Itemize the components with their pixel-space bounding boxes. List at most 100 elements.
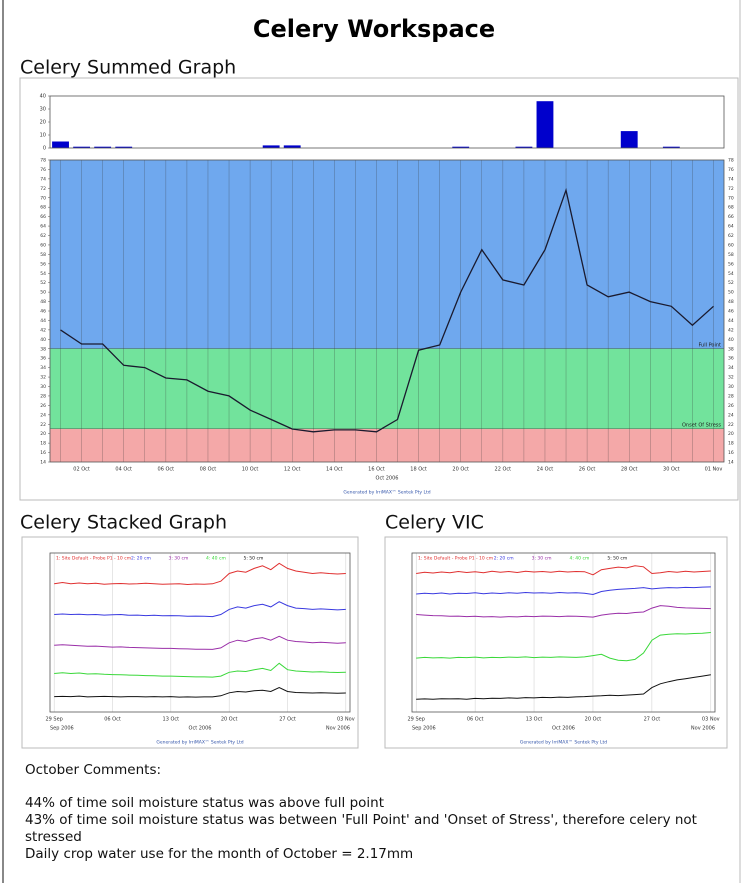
y-tick-label: 42 <box>40 327 46 333</box>
y-tick-label: 22 <box>728 422 734 428</box>
y-tick-label: 34 <box>40 365 46 371</box>
data-line <box>416 586 711 596</box>
chart-title: Celery VIC <box>385 512 484 534</box>
legend-entry: 4: 40 cm <box>206 556 226 562</box>
y-tick-label: 78 <box>728 158 734 164</box>
bar <box>52 141 69 148</box>
bar <box>536 101 554 148</box>
y-tick-label: 16 <box>40 450 46 456</box>
y-tick-label: 32 <box>40 375 46 381</box>
x-period-label: Oct 2006 <box>189 726 212 732</box>
x-tick-label: 27 Oct <box>644 717 661 723</box>
y-tick-label: 10 <box>40 133 46 139</box>
y-tick-label: 38 <box>728 346 734 352</box>
y-tick-label: 64 <box>728 224 734 230</box>
y-tick-label: 62 <box>40 233 46 239</box>
y-tick-label: 0 <box>43 146 46 152</box>
x-tick-label: 18 Oct <box>410 467 427 473</box>
x-tick-label: 22 Oct <box>495 467 512 473</box>
y-tick-label: 28 <box>728 393 734 399</box>
y-tick-label: 52 <box>728 280 734 286</box>
y-tick-label: 76 <box>728 167 734 173</box>
y-tick-label: 50 <box>40 290 46 296</box>
x-tick-label: 29 Sep <box>408 717 425 723</box>
x-tick-label: 04 Oct <box>115 467 132 473</box>
data-line <box>416 632 711 662</box>
x-tick-label: 20 Oct <box>585 717 602 723</box>
y-tick-label: 14 <box>40 460 46 466</box>
y-tick-label: 16 <box>728 450 734 456</box>
plot-area <box>411 552 716 713</box>
x-tick-label: 29 Sep <box>45 717 62 723</box>
data-line <box>54 562 346 586</box>
y-tick-label: 56 <box>40 261 46 267</box>
plot-area <box>49 159 725 463</box>
x-tick-label: 13 Oct <box>526 717 543 723</box>
x-tick-label: 06 Oct <box>158 467 175 473</box>
x-tick-label: 01 Nov <box>705 467 723 473</box>
y-tick-label: 52 <box>40 280 46 286</box>
data-line <box>60 187 714 433</box>
legend-entry: 5: 50 cm <box>244 556 264 562</box>
y-tick-label: 68 <box>728 205 734 211</box>
zone <box>50 160 724 349</box>
y-tick-label: 70 <box>40 195 46 201</box>
zone <box>50 348 724 429</box>
x-period-label: Sep 2006 <box>50 726 74 732</box>
y-tick-label: 40 <box>40 337 46 343</box>
y-tick-label: 66 <box>40 214 46 220</box>
x-tick-label: 24 Oct <box>537 467 554 473</box>
y-tick-label: 46 <box>40 309 46 315</box>
y-tick-label: 68 <box>40 205 46 211</box>
bar <box>94 146 112 148</box>
y-tick-label: 20 <box>40 120 46 126</box>
x-tick-label: 02 Oct <box>73 467 90 473</box>
chart-footer: Generated by IrriMAX™ Sentek Pty Ltd <box>520 740 607 746</box>
x-tick-label: 06 Oct <box>104 717 121 723</box>
x-period-label: Sep 2006 <box>412 726 436 732</box>
y-tick-label: 14 <box>728 460 734 466</box>
y-tick-label: 22 <box>40 422 46 428</box>
page-title: Celery Workspace <box>253 15 495 43</box>
y-tick-label: 24 <box>728 412 734 418</box>
plot-area <box>49 95 725 149</box>
x-tick-label: 14 Oct <box>326 467 343 473</box>
bar <box>283 145 301 148</box>
y-tick-label: 28 <box>40 393 46 399</box>
y-tick-label: 32 <box>728 375 734 381</box>
y-tick-label: 72 <box>40 186 46 192</box>
zone-label: Full Point <box>698 342 721 348</box>
data-line <box>54 601 346 618</box>
zone-label: Onset Of Stress <box>682 422 721 428</box>
bar <box>452 146 470 148</box>
comment-line: Daily crop water use for the month of Oc… <box>25 846 414 862</box>
x-tick-label: 20 Oct <box>452 467 469 473</box>
x-period-label: Nov 2006 <box>691 726 715 732</box>
y-tick-label: 30 <box>728 384 734 390</box>
plot-area <box>49 552 351 713</box>
y-tick-label: 64 <box>40 224 46 230</box>
x-tick-label: 06 Oct <box>467 717 484 723</box>
y-tick-label: 44 <box>40 318 46 324</box>
comment-line: 43% of time soil moisture status was bet… <box>25 812 697 845</box>
data-line <box>416 674 711 700</box>
chart-footer: Generated by IrriMAX™ Sentek Pty Ltd <box>156 740 243 746</box>
y-tick-label: 20 <box>40 431 46 437</box>
legend-entry: 4: 40 cm <box>570 556 590 562</box>
x-tick-label: 03 Nov <box>337 717 355 723</box>
y-tick-label: 44 <box>728 318 734 324</box>
y-tick-label: 58 <box>728 252 734 258</box>
x-period-label: Oct 2006 <box>376 476 399 482</box>
comments: October Comments: 44% of time soil moist… <box>25 762 730 863</box>
y-tick-label: 74 <box>40 176 46 182</box>
x-tick-label: 12 Oct <box>284 467 301 473</box>
y-tick-label: 20 <box>728 431 734 437</box>
y-tick-label: 66 <box>728 214 734 220</box>
x-tick-label: 08 Oct <box>200 467 217 473</box>
legend-entry: 3: 30 cm <box>169 556 189 562</box>
legend-entry: 2: 20 cm <box>131 556 151 562</box>
x-tick-label: 20 Oct <box>221 717 238 723</box>
bar <box>115 146 133 148</box>
